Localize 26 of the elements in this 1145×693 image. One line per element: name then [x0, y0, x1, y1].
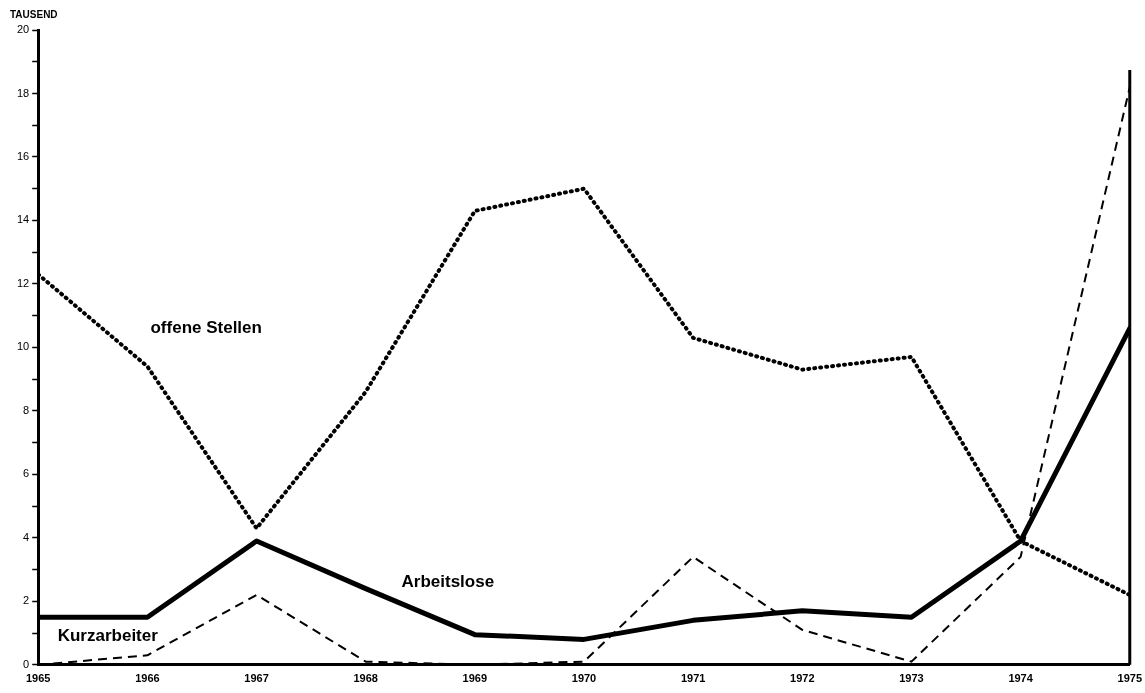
y-tick-label: 4 — [23, 530, 30, 543]
x-tick-label: 1965 — [25, 672, 51, 685]
y-tick-label: 16 — [16, 149, 30, 162]
x-tick-label: 1972 — [790, 672, 815, 685]
x-tick-label: 1966 — [135, 672, 160, 685]
y-tick-label: 12 — [16, 276, 30, 289]
x-tick-label: 1970 — [571, 672, 597, 685]
y-tick-label: 10 — [16, 340, 30, 353]
x-tick-label: 1975 — [1117, 672, 1143, 685]
y-tick-label: 6 — [23, 467, 30, 480]
x-tick-label: 1973 — [899, 672, 924, 685]
x-tick-label: 1971 — [680, 672, 706, 685]
y-tick-label: 2 — [23, 594, 30, 607]
x-tick-label: 1969 — [462, 672, 488, 685]
y-tick-label: 20 — [16, 23, 30, 36]
series-label: Kurzarbeiter — [57, 625, 159, 645]
series-label: offene Stellen — [150, 318, 262, 338]
y-tick-label: 14 — [16, 213, 30, 226]
series-label: Arbeitslose — [401, 571, 495, 591]
y-tick-label: 8 — [23, 403, 30, 416]
y-tick-label: 18 — [16, 86, 30, 99]
x-tick-label: 1967 — [244, 672, 269, 685]
y-axis-title: TAUSEND — [10, 8, 58, 20]
x-tick-label: 1968 — [353, 672, 378, 685]
y-tick-label: 0 — [23, 657, 30, 670]
x-tick-label: 1974 — [1008, 672, 1034, 685]
